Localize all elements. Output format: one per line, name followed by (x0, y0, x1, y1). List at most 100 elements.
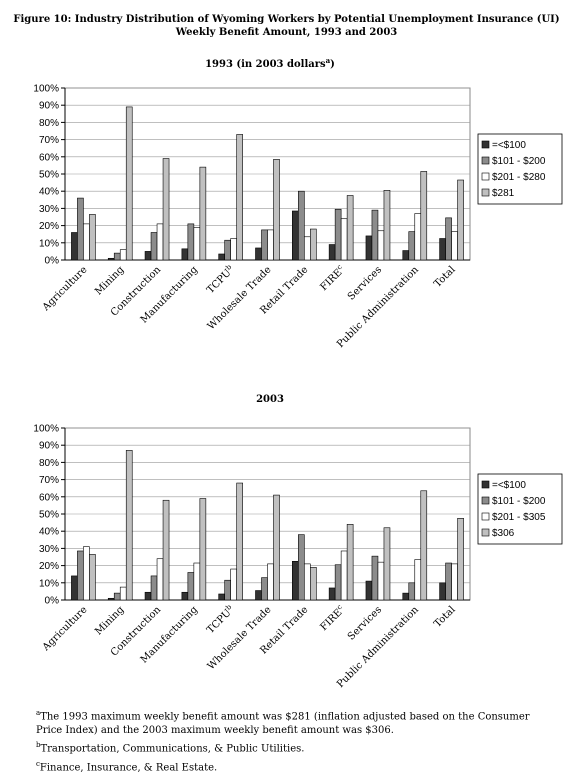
bar (89, 554, 96, 601)
y-tick-label: 60% (39, 492, 59, 503)
bar (224, 579, 231, 601)
footnote: bTransportation, Communications, & Publi… (36, 738, 556, 756)
bar (267, 229, 274, 261)
x-tick-label: Agriculture (40, 604, 90, 654)
legend-label: $101 - $200 (492, 496, 546, 507)
category-name: Wholesale Trade (206, 264, 274, 332)
bar (298, 190, 305, 261)
x-tick-label: Agriculture (40, 264, 90, 314)
legend-label: $201 - $280 (492, 172, 546, 183)
title-part: a (326, 56, 331, 65)
bar (77, 550, 84, 601)
legend-label: =<$100 (492, 480, 526, 491)
bar (187, 572, 195, 601)
y-tick-label: 20% (39, 221, 59, 232)
y-tick-label: 10% (39, 578, 59, 589)
bar (261, 229, 268, 261)
bar (402, 250, 410, 261)
category-note: c (335, 263, 343, 271)
y-tick-label: 90% (39, 441, 59, 452)
bar (236, 134, 243, 261)
bar (71, 575, 78, 601)
legend-label: =<$100 (492, 140, 526, 151)
legend-swatch (481, 172, 490, 181)
bar (181, 591, 189, 601)
bar (107, 257, 115, 261)
legend-swatch (481, 528, 490, 537)
bar (144, 591, 152, 601)
bar (71, 232, 78, 261)
title-line: Weekly Benefit Amount, 1993 and 2003 (175, 27, 398, 38)
category-note: b (224, 603, 233, 612)
footnote: aThe 1993 maximum weekly benefit amount … (36, 706, 556, 738)
bar (451, 231, 458, 261)
legend-box (477, 473, 563, 545)
category-name: Mining (93, 264, 127, 298)
legend-box (477, 133, 563, 205)
y-tick-label: 20% (39, 561, 59, 572)
bar (187, 223, 195, 261)
bar (236, 482, 243, 601)
bar (377, 230, 385, 261)
bar (181, 248, 189, 261)
bar (365, 235, 373, 261)
bar (292, 210, 299, 261)
y-tick-label: 0% (45, 256, 60, 267)
category-note: b (224, 263, 233, 272)
legend-swatch (481, 512, 490, 521)
bar (414, 213, 422, 261)
x-tick-label: Services (346, 264, 384, 302)
bar (346, 524, 354, 601)
x-tick-label: Total (432, 604, 458, 630)
bar (156, 223, 164, 261)
bar (457, 179, 464, 261)
bar (230, 238, 237, 261)
category-name: Agriculture (40, 604, 90, 654)
x-tick-label: Total (432, 264, 458, 290)
bar (113, 252, 121, 261)
bar (89, 214, 96, 261)
charts: 1993 (in 2003 dollarsa) 0% 10% 20% 30% 40% 50%… (33, 56, 563, 690)
category-name: Agriculture (40, 264, 90, 314)
x-tick-label: FIREc (317, 263, 347, 293)
bar (334, 564, 342, 601)
bar (383, 527, 391, 601)
x-tick-label: Wholesale Trade (206, 264, 274, 332)
title-line: Figure 10: Industry Distribution of Wyom… (13, 14, 560, 25)
chart-title: 2003 (256, 394, 284, 405)
y-tick-label: 10% (39, 238, 59, 249)
y-tick-label: 70% (39, 135, 59, 146)
x-tick-label: Mining (93, 264, 127, 298)
title-part: ) (330, 59, 335, 70)
bar (451, 563, 458, 601)
header: Figure 10: Industry Distribution of Wyom… (0, 13, 573, 39)
bar (107, 597, 115, 601)
bar (77, 197, 84, 261)
y-tick-label: 30% (39, 544, 59, 555)
bar (144, 251, 152, 261)
bar (334, 208, 342, 261)
bar (119, 249, 127, 261)
bar (439, 238, 446, 261)
y-tick-label: 40% (39, 527, 59, 538)
x-tick-label: TCPUb (204, 603, 237, 636)
y-tick-label: 100% (33, 424, 59, 435)
category-name: Wholesale Trade (206, 604, 274, 672)
footnote-text: Transportation, Communications, & Public… (40, 743, 305, 755)
footnote-marker: b (36, 741, 41, 750)
x-tick-label: Wholesale Trade (206, 604, 274, 672)
bar (383, 190, 391, 261)
bar (371, 555, 379, 601)
bar (261, 577, 268, 601)
bar (273, 494, 280, 601)
bar (346, 195, 354, 261)
y-tick-label: 30% (39, 204, 59, 215)
y-tick-label: 40% (39, 187, 59, 198)
legend-label: $281 (492, 188, 515, 199)
bar (340, 550, 348, 601)
bar (199, 498, 207, 601)
bar (83, 223, 90, 261)
footnote-text: Finance, Insurance, & Real Estate. (39, 761, 218, 773)
bar (255, 590, 262, 601)
